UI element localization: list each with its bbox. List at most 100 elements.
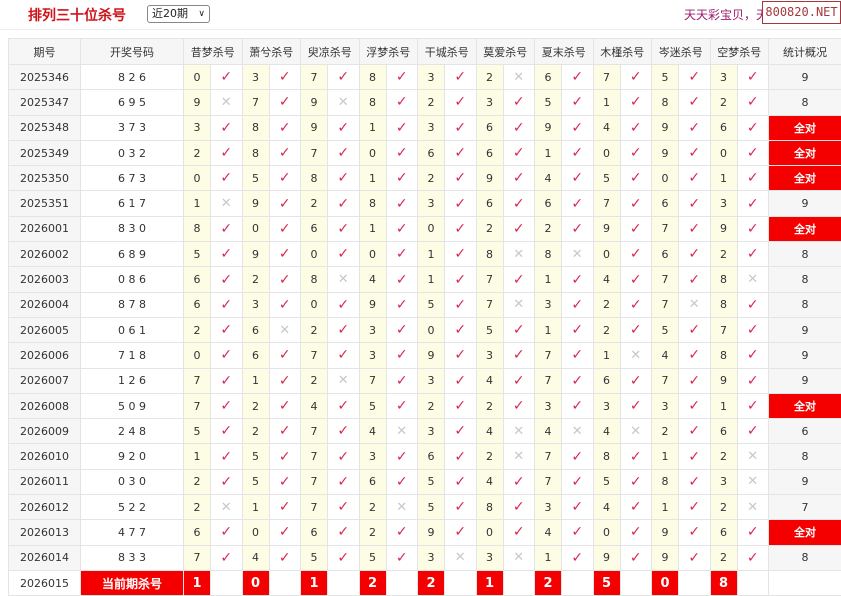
empty-cell bbox=[679, 570, 711, 595]
check-icon: ✓ bbox=[445, 115, 477, 140]
kill-pick-cell: 3 bbox=[593, 393, 620, 418]
cross-icon: ✕ bbox=[396, 424, 407, 439]
issue-cell: 2026003 bbox=[9, 267, 81, 292]
kill-pick-cell: 1 bbox=[418, 267, 445, 292]
kill-pick-cell: 8 bbox=[242, 140, 269, 165]
kill-pick-cell: 7 bbox=[301, 65, 328, 90]
check-icon: ✓ bbox=[562, 368, 594, 393]
cross-icon: ✕ bbox=[338, 95, 349, 110]
check-icon: ✓ bbox=[396, 94, 408, 110]
check-icon: ✓ bbox=[211, 419, 243, 444]
cross-icon: ✕ bbox=[747, 500, 758, 515]
check-icon: ✓ bbox=[269, 90, 301, 115]
kill-pick-cell: 9 bbox=[652, 545, 679, 570]
check-icon: ✓ bbox=[571, 297, 583, 313]
check-icon: ✓ bbox=[211, 343, 243, 368]
check-icon: ✓ bbox=[620, 216, 652, 241]
issue-cell: 2026002 bbox=[9, 242, 81, 267]
promo-link[interactable]: 天天彩宝贝，天天 bbox=[684, 6, 764, 23]
cross-icon: ✕ bbox=[572, 424, 583, 439]
cross-icon: ✕ bbox=[211, 90, 243, 115]
check-icon: ✓ bbox=[211, 317, 243, 342]
kill-pick-cell: 8 bbox=[476, 495, 503, 520]
kill-pick-cell: 4 bbox=[593, 267, 620, 292]
check-icon: ✓ bbox=[571, 398, 583, 414]
kill-pick-cell: 7 bbox=[652, 267, 679, 292]
check-icon: ✓ bbox=[571, 524, 583, 540]
stat-cell: 8 bbox=[769, 444, 841, 469]
check-icon: ✓ bbox=[679, 115, 711, 140]
check-icon: ✓ bbox=[269, 140, 301, 165]
check-icon: ✓ bbox=[620, 469, 652, 494]
period-select[interactable]: 近20期∨ bbox=[147, 5, 210, 23]
check-icon: ✓ bbox=[737, 292, 769, 317]
kill-pick-cell: 1 bbox=[184, 191, 211, 216]
empty-cell bbox=[620, 570, 652, 595]
kill-pick-cell: 7 bbox=[593, 65, 620, 90]
kill-pick-cell: 5 bbox=[535, 90, 562, 115]
check-icon: ✓ bbox=[454, 145, 466, 161]
check-icon: ✓ bbox=[562, 317, 594, 342]
kill-pick-cell: 7 bbox=[359, 368, 386, 393]
check-icon: ✓ bbox=[279, 423, 291, 439]
check-icon: ✓ bbox=[337, 145, 349, 161]
cross-icon: ✕ bbox=[620, 343, 652, 368]
check-icon: ✓ bbox=[620, 444, 652, 469]
check-icon: ✓ bbox=[571, 474, 583, 490]
kill-pick-cell: 8 bbox=[301, 166, 328, 191]
check-icon: ✓ bbox=[279, 398, 291, 414]
check-icon: ✓ bbox=[679, 495, 711, 520]
check-icon: ✓ bbox=[328, 545, 360, 570]
check-icon: ✓ bbox=[688, 246, 700, 262]
kill-pick-cell: 1 bbox=[710, 166, 737, 191]
issue-cell: 2026001 bbox=[9, 216, 81, 241]
kill-pick-cell: 9 bbox=[593, 216, 620, 241]
kill-pick-cell: 2 bbox=[359, 520, 386, 545]
kill-pick-cell: 1 bbox=[242, 495, 269, 520]
kill-pick-cell: 6 bbox=[476, 140, 503, 165]
kill-pick-cell: 9 bbox=[184, 90, 211, 115]
check-icon: ✓ bbox=[211, 140, 243, 165]
check-icon: ✓ bbox=[396, 474, 408, 490]
check-icon: ✓ bbox=[269, 115, 301, 140]
check-icon: ✓ bbox=[445, 343, 477, 368]
cross-icon: ✕ bbox=[503, 545, 535, 570]
stat-cell: 全对 bbox=[769, 520, 841, 545]
kill-pick-cell: 8 bbox=[359, 90, 386, 115]
check-icon: ✓ bbox=[503, 520, 535, 545]
check-icon: ✓ bbox=[513, 221, 525, 237]
kill-pick-cell: 2 bbox=[418, 90, 445, 115]
check-icon: ✓ bbox=[679, 343, 711, 368]
check-icon: ✓ bbox=[386, 343, 418, 368]
check-icon: ✓ bbox=[396, 221, 408, 237]
check-icon: ✓ bbox=[503, 343, 535, 368]
kill-pick-cell: 3 bbox=[359, 444, 386, 469]
check-icon: ✓ bbox=[503, 216, 535, 241]
stat-cell: 8 bbox=[769, 242, 841, 267]
kill-pick-cell: 4 bbox=[593, 419, 620, 444]
header-issue: 期号 bbox=[9, 39, 81, 65]
kill-pick-cell: 9 bbox=[359, 292, 386, 317]
check-icon: ✓ bbox=[688, 373, 700, 389]
cross-icon: ✕ bbox=[503, 419, 535, 444]
cross-icon: ✕ bbox=[630, 348, 641, 363]
kill-pick-cell: 2 bbox=[418, 393, 445, 418]
check-icon: ✓ bbox=[747, 69, 759, 85]
check-icon: ✓ bbox=[630, 550, 642, 566]
check-icon: ✓ bbox=[386, 191, 418, 216]
header-expert: 岑迷杀号 bbox=[652, 39, 711, 65]
check-icon: ✓ bbox=[220, 145, 232, 161]
check-icon: ✓ bbox=[386, 545, 418, 570]
check-icon: ✓ bbox=[396, 145, 408, 161]
kill-pick-cell: 0 bbox=[652, 166, 679, 191]
check-icon: ✓ bbox=[513, 322, 525, 338]
check-icon: ✓ bbox=[688, 347, 700, 363]
check-icon: ✓ bbox=[737, 191, 769, 216]
check-icon: ✓ bbox=[279, 499, 291, 515]
kill-pick-cell: 3 bbox=[418, 115, 445, 140]
check-icon: ✓ bbox=[513, 347, 525, 363]
kill-pick-cell: 2 bbox=[476, 393, 503, 418]
kill-pick-cell: 9 bbox=[476, 166, 503, 191]
cross-icon: ✕ bbox=[211, 495, 243, 520]
